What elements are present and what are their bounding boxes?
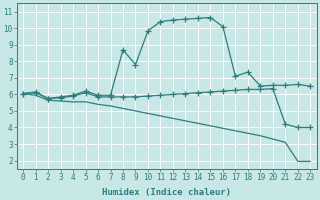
X-axis label: Humidex (Indice chaleur): Humidex (Indice chaleur) — [102, 188, 231, 197]
